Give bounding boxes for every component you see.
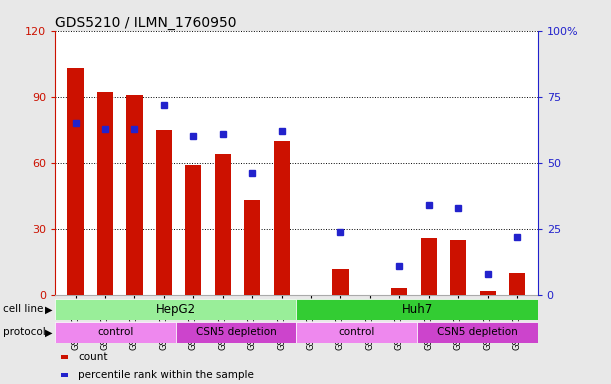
Text: cell line: cell line <box>3 305 43 314</box>
Bar <box>421 238 437 295</box>
Text: ▶: ▶ <box>45 327 52 337</box>
Bar <box>67 68 84 295</box>
Text: ▶: ▶ <box>45 305 52 314</box>
Bar <box>391 288 408 295</box>
Bar <box>97 93 113 295</box>
Text: HepG2: HepG2 <box>156 303 196 316</box>
Bar <box>126 94 142 295</box>
Bar <box>185 165 202 295</box>
Bar <box>296 299 538 320</box>
Bar <box>55 322 176 343</box>
Bar <box>417 322 538 343</box>
Bar <box>156 130 172 295</box>
Text: percentile rank within the sample: percentile rank within the sample <box>78 370 254 380</box>
Bar <box>480 291 496 295</box>
Text: GDS5210 / ILMN_1760950: GDS5210 / ILMN_1760950 <box>55 16 236 30</box>
Bar <box>214 154 231 295</box>
Text: CSN5 depletion: CSN5 depletion <box>196 327 276 337</box>
Bar <box>296 322 417 343</box>
Bar <box>274 141 290 295</box>
Text: control: control <box>338 327 375 337</box>
Bar <box>244 200 260 295</box>
Bar <box>450 240 466 295</box>
Text: CSN5 depletion: CSN5 depletion <box>437 327 518 337</box>
Text: Huh7: Huh7 <box>401 303 433 316</box>
Text: count: count <box>78 352 108 362</box>
Bar <box>55 299 296 320</box>
Text: control: control <box>97 327 134 337</box>
Text: protocol: protocol <box>3 327 46 337</box>
Bar <box>176 322 296 343</box>
Bar <box>332 269 349 295</box>
Bar <box>509 273 525 295</box>
